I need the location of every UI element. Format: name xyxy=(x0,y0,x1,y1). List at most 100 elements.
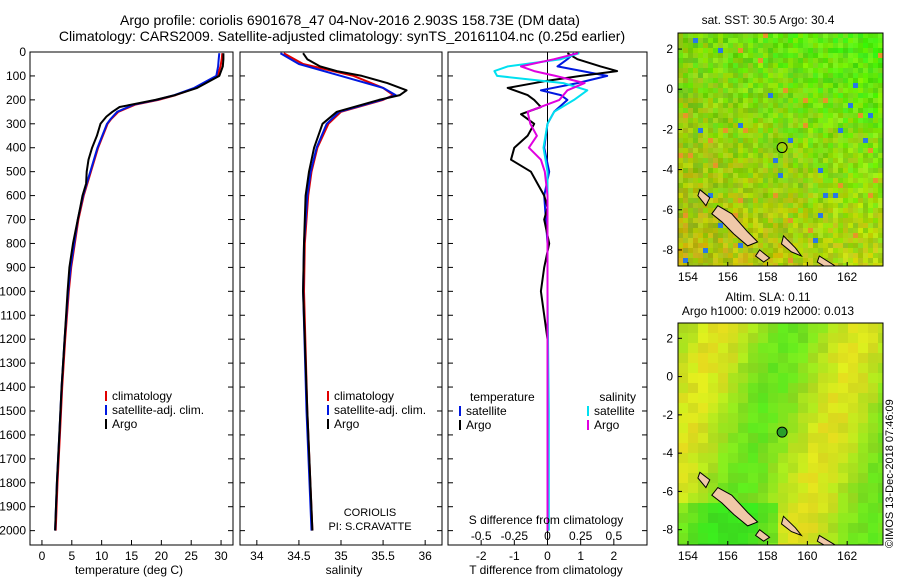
sst-map-cell xyxy=(778,93,783,98)
sst-map-cell xyxy=(813,218,818,223)
sst-map-cell xyxy=(873,58,878,63)
sla-map-cell xyxy=(698,373,708,383)
sst-map-cell xyxy=(868,38,873,43)
sst-map-cell xyxy=(753,223,758,228)
sst-map-cell xyxy=(868,108,873,113)
sla-map-cell xyxy=(808,393,818,403)
sst-map-cell xyxy=(813,243,818,248)
sst-map-cell xyxy=(833,163,838,168)
sst-map-cell xyxy=(703,168,708,173)
sst-map-cell xyxy=(743,208,748,213)
sst-map-cell xyxy=(778,208,783,213)
sst-map-cell xyxy=(703,38,708,43)
sst-map-cell xyxy=(723,158,728,163)
temperature-series-group xyxy=(54,53,225,531)
sst-map-cell xyxy=(813,178,818,183)
sst-map-cell xyxy=(683,38,688,43)
sla-map-cell xyxy=(698,443,708,453)
sst-map-cell xyxy=(733,98,738,103)
sst-map-cell xyxy=(713,243,718,248)
sst-map-cell xyxy=(853,118,858,123)
sla-map-cell xyxy=(848,393,858,403)
sst-map-cell xyxy=(808,163,813,168)
sst-map-xtick-label: 162 xyxy=(837,270,857,284)
sst-map-cell xyxy=(763,218,768,223)
sst-map-cell xyxy=(683,143,688,148)
sst-map-cell xyxy=(733,198,738,203)
sst-map-cell xyxy=(768,118,773,123)
sst-map-cell xyxy=(708,253,713,258)
sst-map-cell xyxy=(763,213,768,218)
sst-map-cell xyxy=(773,208,778,213)
sst-map-cell xyxy=(778,63,783,68)
sst-map-cell xyxy=(853,243,858,248)
sst-map-cell xyxy=(828,123,833,128)
sst-map-cell xyxy=(858,73,863,78)
sst-map-cell xyxy=(823,118,828,123)
sst-map-cell xyxy=(848,153,853,158)
sst-map-cell xyxy=(798,58,803,63)
sla-map-cell xyxy=(818,333,828,343)
sst-map-cell xyxy=(748,78,753,83)
sst-map-cell xyxy=(738,123,743,128)
sst-map-cell xyxy=(863,33,868,38)
sst-map-cell xyxy=(733,243,738,248)
sst-map-cell xyxy=(758,158,763,163)
sst-map-cell xyxy=(733,78,738,83)
sst-map-cell xyxy=(688,163,693,168)
sla-map-cell xyxy=(828,533,838,543)
sst-map-cell xyxy=(733,158,738,163)
sst-map-cell xyxy=(818,73,823,78)
sla-map-cell xyxy=(718,433,728,443)
sst-map-cell xyxy=(778,43,783,48)
sst-map-cell xyxy=(808,258,813,263)
sst-map-cell xyxy=(838,38,843,43)
sst-map-cell xyxy=(748,248,753,253)
sst-map-cell xyxy=(703,238,708,243)
sst-map-cell xyxy=(773,248,778,253)
sst-map-cell xyxy=(783,108,788,113)
sst-map-cell xyxy=(703,63,708,68)
sla-map-cell xyxy=(798,453,808,463)
sst-map-cell xyxy=(873,238,878,243)
sla-map-cell xyxy=(878,353,883,363)
sst-map-cell xyxy=(703,218,708,223)
temperature-ytick-label: 200 xyxy=(6,93,26,107)
sst-map-cell xyxy=(683,188,688,193)
sla-map-cell xyxy=(678,383,688,393)
sst-map-cell xyxy=(743,243,748,248)
sla-map-cell xyxy=(798,383,808,393)
sla-map-cell xyxy=(748,523,758,533)
sst-map-cell xyxy=(763,108,768,113)
sst-map-cell xyxy=(718,53,723,58)
sst-map-cell xyxy=(838,213,843,218)
sst-map-cell xyxy=(778,48,783,53)
sst-map-cell xyxy=(698,213,703,218)
sst-map-cell xyxy=(838,248,843,253)
sst-map-cell xyxy=(768,108,773,113)
sst-map-cell xyxy=(678,198,683,203)
temperature-ytick-label: 1700 xyxy=(0,452,26,466)
sst-map-cell xyxy=(738,153,743,158)
sst-map-cell xyxy=(823,108,828,113)
sst-map-cell xyxy=(778,138,783,143)
sst-map-cell xyxy=(723,253,728,258)
sla-map-cell xyxy=(778,453,788,463)
sst-map-cell xyxy=(748,68,753,73)
temperature-xtick-label: 20 xyxy=(155,549,169,563)
sst-map-cell xyxy=(698,78,703,83)
sst-map-cell xyxy=(753,178,758,183)
sst-map-cell xyxy=(813,53,818,58)
sst-map-cell xyxy=(878,188,883,193)
temperature-ytick-label: 1500 xyxy=(0,404,26,418)
sst-map-cell xyxy=(848,168,853,173)
sst-map-cell xyxy=(838,43,843,48)
sst-map-cell xyxy=(678,188,683,193)
sst-map-cell xyxy=(808,93,813,98)
difference-legend-salinity-title: salinity xyxy=(599,390,636,404)
sst-map-cell xyxy=(858,188,863,193)
land-polygon xyxy=(780,234,803,258)
sst-map-cell xyxy=(858,98,863,103)
sst-map-cell xyxy=(878,203,883,208)
sst-map-cell xyxy=(823,193,828,198)
